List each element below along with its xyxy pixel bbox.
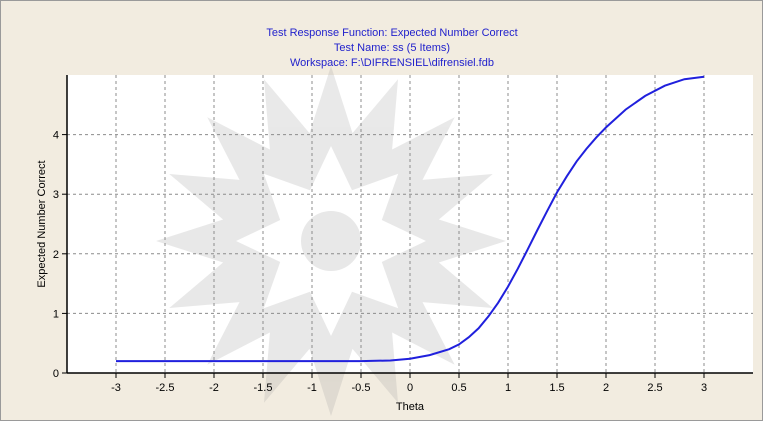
y-axis-label: Expected Number Correct (36, 160, 48, 287)
series-line (116, 75, 705, 363)
x-tick-label: 2 (603, 382, 609, 394)
chart-title-line-3: Workspace: F:\DIFRENSIEL\difrensiel.fdb (290, 57, 494, 69)
x-tick-label: 1.5 (549, 382, 564, 394)
x-tick-label: 3 (701, 382, 707, 394)
y-tick-label: 1 (53, 308, 59, 320)
watermark-logo (156, 66, 506, 416)
grid (67, 75, 753, 373)
y-tick-label: 2 (53, 249, 59, 261)
x-axis-label: Theta (396, 401, 425, 413)
y-tick-label: 0 (53, 368, 59, 380)
x-tick-label: -0.5 (352, 382, 371, 394)
x-tick-label: -1.5 (254, 382, 273, 394)
x-tick-label: 0.5 (451, 382, 466, 394)
watermark-core (301, 211, 361, 271)
x-tick-label: 2.5 (647, 382, 662, 394)
chart-title: Test Response Function: Expected Number … (266, 27, 517, 69)
watermark-outer (156, 66, 506, 416)
x-tick-label: 1 (505, 382, 511, 394)
watermark-inner (236, 146, 426, 336)
x-ticks: -3 -2.5 -2 -1.5 -1 -0.5 0 0.5 1 1.5 2 2.5 3 (111, 373, 707, 394)
chart-title-line-2: Test Name: ss (5 Items) (334, 42, 450, 54)
x-tick-label: -2.5 (156, 382, 175, 394)
y-tick-label: 4 (53, 130, 59, 142)
y-ticks: 0 1 2 3 4 (53, 130, 67, 380)
chart-title-line-1: Test Response Function: Expected Number … (266, 27, 517, 39)
y-tick-label: 3 (53, 189, 59, 201)
x-tick-label: -1 (307, 382, 317, 394)
x-tick-label: -3 (111, 382, 121, 394)
x-tick-label: -2 (209, 382, 219, 394)
x-tick-label: 0 (407, 382, 413, 394)
